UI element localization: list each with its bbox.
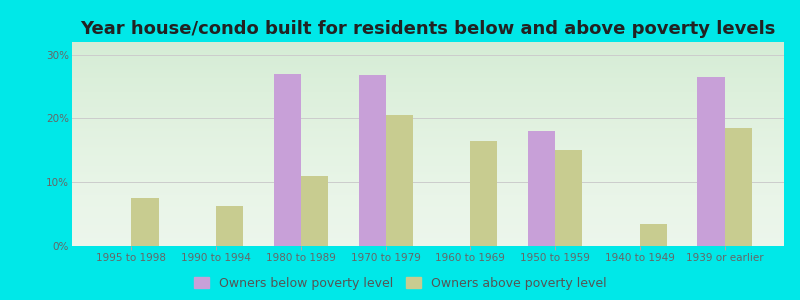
Bar — [358, 75, 386, 246]
Bar — [725, 128, 752, 246]
Bar — [470, 141, 498, 246]
Title: Year house/condo built for residents below and above poverty levels: Year house/condo built for residents bel… — [80, 20, 776, 38]
Bar — [528, 131, 555, 246]
Bar — [131, 198, 158, 246]
Bar — [640, 224, 667, 246]
Bar — [555, 150, 582, 246]
Legend: Owners below poverty level, Owners above poverty level: Owners below poverty level, Owners above… — [190, 273, 610, 294]
Bar — [216, 206, 243, 246]
Bar — [698, 77, 725, 246]
Bar — [301, 176, 328, 246]
Bar — [274, 74, 301, 246]
Bar — [386, 115, 413, 246]
